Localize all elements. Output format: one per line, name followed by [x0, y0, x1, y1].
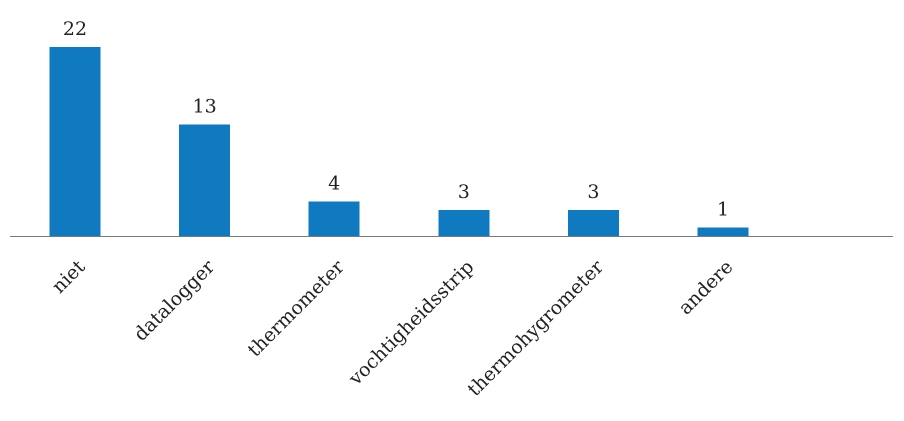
bar-vochtigheidsstrip — [438, 210, 490, 236]
category-label-niet: niet — [48, 256, 90, 298]
category-label-datalogger: datalogger — [130, 255, 220, 345]
category-label-thermohygrometer: thermohygrometer — [463, 255, 608, 400]
data-label-vochtigheidsstrip: 3 — [458, 181, 470, 203]
bar-thermometer — [308, 201, 360, 236]
bar-thermohygrometer — [567, 210, 619, 236]
bar-niet — [49, 47, 101, 236]
data-label-thermohygrometer: 3 — [587, 181, 599, 203]
value-labels-group: 22 13 4 3 3 1 — [63, 18, 729, 220]
category-label-andere: andere — [674, 256, 737, 319]
category-label-thermometer: thermometer — [243, 255, 349, 361]
data-label-niet: 22 — [63, 18, 87, 40]
category-labels-group: niet datalogger thermometervochtigheidsstr… — [48, 255, 738, 400]
data-label-datalogger: 13 — [193, 95, 217, 117]
bar-datalogger — [179, 124, 231, 236]
data-label-thermometer: 4 — [328, 173, 340, 195]
category-label-vochtigheidsstrip: vochtigheidsstrip — [344, 256, 478, 390]
bar-andere — [697, 227, 749, 236]
bars-group — [49, 47, 749, 236]
data-label-andere: 1 — [717, 198, 729, 220]
